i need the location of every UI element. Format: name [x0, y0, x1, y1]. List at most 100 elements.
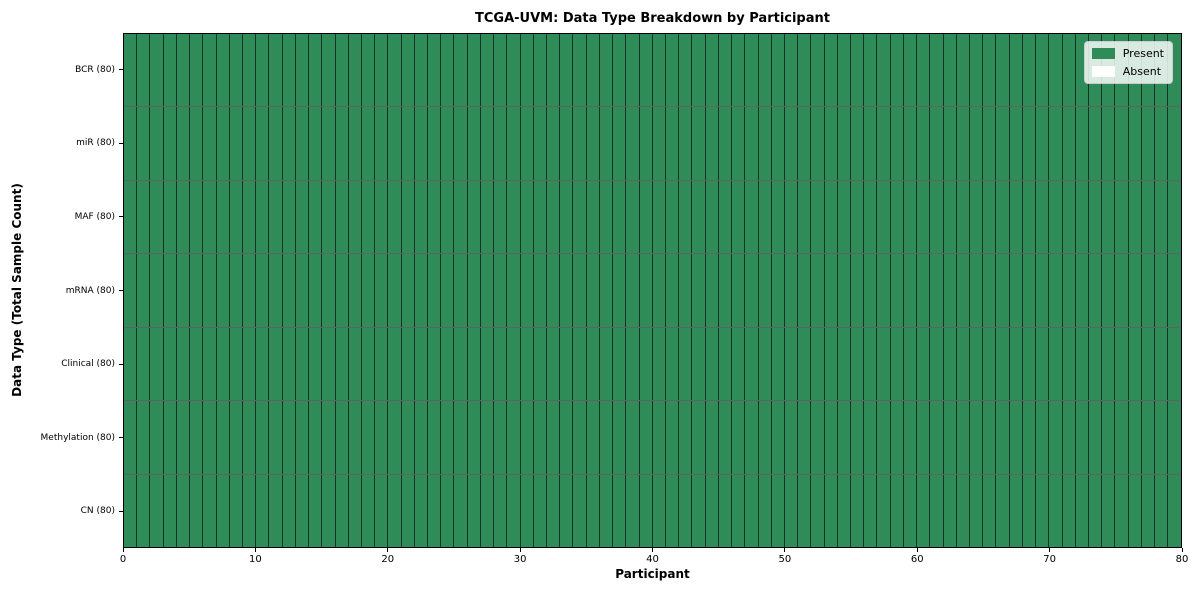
heatmap-cell	[837, 254, 852, 327]
heatmap-cell	[190, 180, 204, 254]
heatmap-cell	[732, 327, 746, 401]
heatmap-cell	[917, 180, 931, 254]
heatmap-cell	[1036, 34, 1050, 107]
heatmap-cell	[1009, 401, 1023, 474]
heatmap-cell	[692, 34, 706, 107]
heatmap-cell	[626, 180, 640, 254]
heatmap-cell	[745, 107, 759, 180]
heatmap-cell	[758, 180, 772, 254]
heatmap-cell	[163, 474, 177, 547]
heatmap-cell	[1141, 474, 1156, 547]
heatmap-cell	[401, 107, 415, 180]
heatmap-cell	[851, 401, 865, 474]
x-tick-label: 40	[646, 554, 659, 565]
heatmap-cell	[824, 180, 838, 254]
heatmap-cell	[665, 107, 680, 180]
heatmap-cell	[282, 180, 296, 254]
heatmap-cell	[1128, 254, 1142, 327]
heatmap-cell	[467, 327, 481, 401]
heatmap-cell	[758, 254, 772, 327]
heatmap-cell	[877, 180, 891, 254]
heatmap-cell	[956, 254, 970, 327]
heatmap-cell	[824, 34, 838, 107]
heatmap-cell	[613, 34, 627, 107]
heatmap-cell	[176, 180, 191, 254]
heatmap-cell	[322, 474, 336, 547]
heatmap-cell	[639, 107, 653, 180]
heatmap-cell	[507, 401, 521, 474]
heatmap-cell	[864, 401, 878, 474]
heatmap-cell	[428, 254, 442, 327]
heatmap-cell	[560, 107, 574, 180]
heatmap-cell	[414, 180, 429, 254]
heatmap-cell	[758, 107, 772, 180]
heatmap-cell	[1022, 401, 1037, 474]
heatmap-cell	[216, 34, 230, 107]
heatmap-cell	[917, 254, 931, 327]
heatmap-cell	[824, 401, 838, 474]
heatmap-cell	[586, 401, 600, 474]
heatmap-cell	[930, 401, 944, 474]
heatmap-cell	[547, 327, 561, 401]
heatmap-cell	[361, 254, 376, 327]
heatmap-cell	[943, 254, 957, 327]
heatmap-cell	[242, 34, 257, 107]
heatmap-cell	[983, 327, 997, 401]
heatmap-cell	[732, 401, 746, 474]
heatmap-cell	[996, 34, 1010, 107]
heatmap-cell	[613, 327, 627, 401]
heatmap-cell	[679, 107, 693, 180]
heatmap-cell	[692, 107, 706, 180]
x-tick-mark	[519, 548, 521, 552]
heatmap-cell	[507, 34, 521, 107]
heatmap-cell	[824, 107, 838, 180]
heatmap-cell	[176, 34, 191, 107]
heatmap-cell	[745, 180, 759, 254]
heatmap-cell	[745, 474, 759, 547]
heatmap-cell	[1102, 180, 1116, 254]
y-tick-label: CN (80)	[80, 506, 115, 517]
heatmap-cell	[335, 474, 349, 547]
heatmap-cell	[150, 34, 164, 107]
heatmap-cell	[599, 254, 614, 327]
heatmap-cell	[745, 401, 759, 474]
heatmap-cell	[1155, 107, 1169, 180]
y-tick-mark	[119, 290, 123, 291]
heatmap-cell	[837, 107, 852, 180]
heatmap-cell	[613, 254, 627, 327]
heatmap-cell	[758, 401, 772, 474]
heatmap-cell	[428, 474, 442, 547]
heatmap-cell	[692, 254, 706, 327]
heatmap-cell	[124, 401, 138, 474]
heatmap-cell	[348, 254, 362, 327]
heatmap-cell	[1036, 107, 1050, 180]
heatmap-cell	[454, 327, 468, 401]
heatmap-cell	[877, 401, 891, 474]
heatmap-cell	[705, 401, 719, 474]
heatmap-cell	[454, 107, 468, 180]
heatmap-cell	[798, 107, 812, 180]
heatmap-cell	[665, 34, 680, 107]
heatmap-cell	[837, 180, 852, 254]
heatmap-cell	[930, 34, 944, 107]
heatmap-cell	[784, 474, 799, 547]
heatmap-cell	[692, 474, 706, 547]
heatmap-cell	[996, 401, 1010, 474]
heatmap-cell	[454, 474, 468, 547]
heatmap-cell	[718, 327, 733, 401]
heatmap-cell	[124, 34, 138, 107]
heatmap-cell	[613, 474, 627, 547]
heatmap-cell	[851, 180, 865, 254]
heatmap-cell	[295, 401, 310, 474]
heatmap-cell	[665, 401, 680, 474]
heatmap-cell	[1062, 107, 1076, 180]
heatmap-cell	[1141, 327, 1156, 401]
heatmap-cell	[454, 180, 468, 254]
heatmap-cell	[824, 474, 838, 547]
heatmap-cell	[613, 180, 627, 254]
heatmap-cell	[851, 474, 865, 547]
heatmap-cell	[903, 474, 918, 547]
heatmap-cell	[163, 401, 177, 474]
heatmap-cell	[560, 474, 574, 547]
heatmap-cell	[441, 34, 455, 107]
